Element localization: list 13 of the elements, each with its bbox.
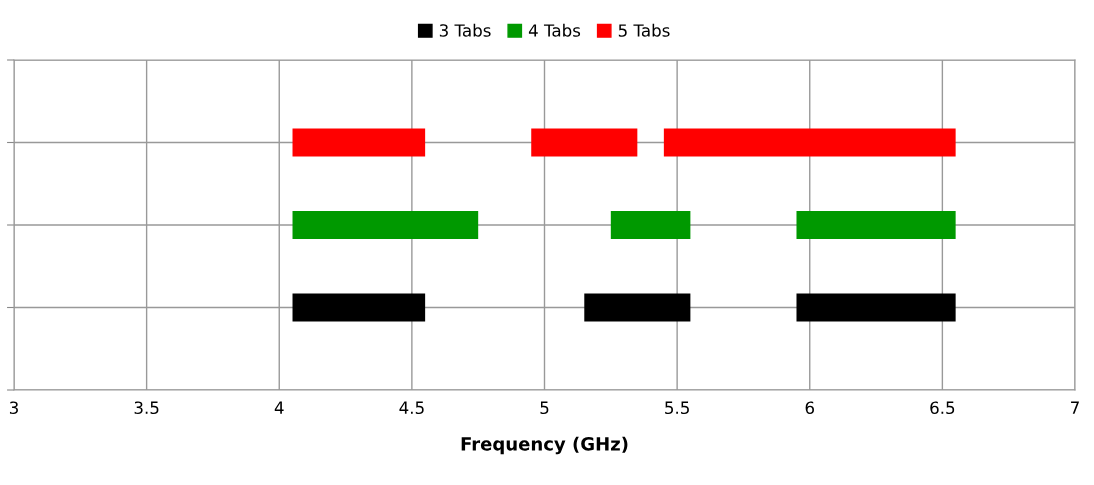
x-tick-label: 3.5 (134, 401, 159, 415)
legend-label: 4 Tabs (528, 23, 581, 37)
x-tick-label: 3 (9, 401, 18, 415)
x-tick-label: 4.5 (399, 401, 424, 415)
legend-label: 5 Tabs (618, 23, 670, 37)
x-axis-title: Frequency (GHz) (461, 436, 628, 455)
x-tick-label: 6 (805, 401, 814, 415)
x-tick-label: 5.5 (665, 401, 689, 415)
x-tick-label: 7 (1071, 401, 1079, 414)
x-tick-label: 5 (540, 401, 549, 415)
x-tick-label: 6.5 (930, 401, 955, 415)
legend-label: 3 Tabs (439, 23, 491, 37)
x-tick-label: 4 (274, 401, 284, 414)
